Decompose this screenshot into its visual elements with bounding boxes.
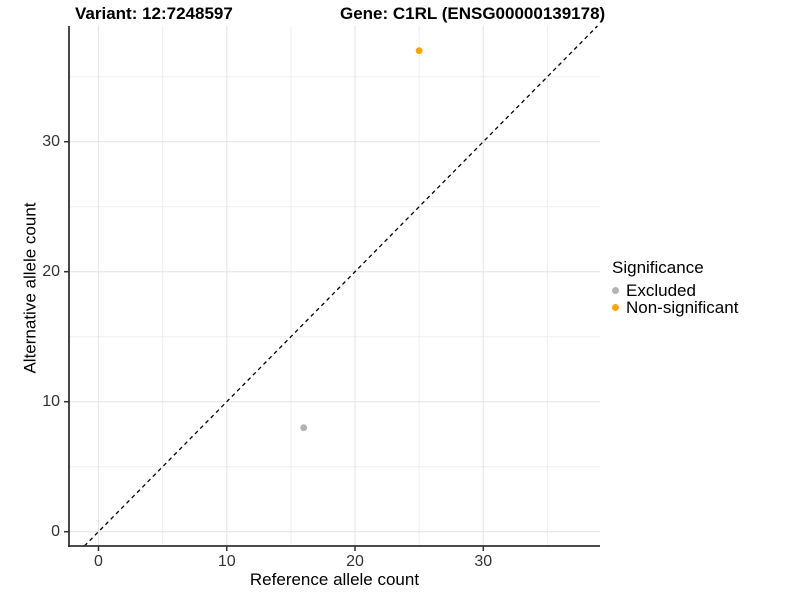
y-tick-label: 30: [42, 132, 60, 150]
x-tick-label: 10: [217, 553, 236, 570]
identity-dashed-line: [83, 25, 598, 547]
y-axis-title: Alternative allele count: [20, 202, 40, 374]
legend-dot-icon: [612, 304, 619, 311]
plot-title-variant: Variant: 12:7248597: [75, 4, 233, 23]
legend-entry-label: Non-significant: [626, 297, 739, 317]
y-tick-label: 10: [42, 392, 60, 410]
legend-entry-label: Excluded: [626, 280, 696, 300]
x-tick-label: 20: [346, 553, 364, 570]
legend-entry-excluded: Excluded: [612, 280, 738, 300]
x-tick-label: 30: [474, 553, 493, 570]
legend-entry-non-significant: Non-significant: [612, 297, 739, 317]
legend-dot-icon: [612, 287, 619, 294]
legend: Significance Excluded Non-significant: [612, 258, 739, 317]
data-point-non-significant: [415, 47, 423, 55]
plot-title-gene: Gene: C1RL (ENSG00000139178): [340, 4, 606, 23]
x-tick-label: 0: [94, 553, 103, 570]
y-tick-label: 20: [42, 262, 60, 280]
legend-title: Significance: [612, 258, 704, 277]
x-axis-title: Reference allele count: [249, 570, 420, 589]
y-tick-label: 0: [51, 522, 60, 540]
data-point-excluded: [300, 424, 308, 432]
